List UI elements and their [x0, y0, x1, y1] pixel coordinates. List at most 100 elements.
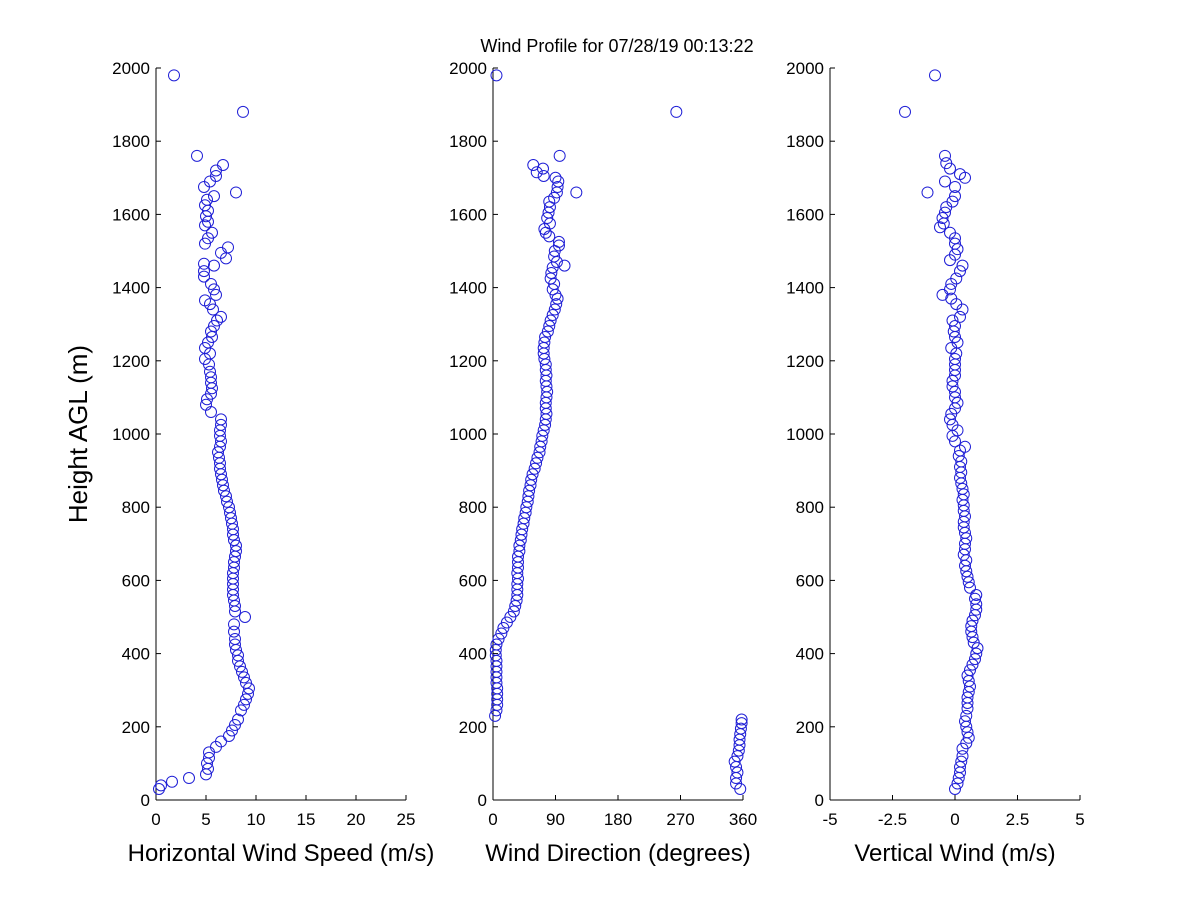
y-axis-label: Height AGL (m)	[63, 345, 93, 523]
data-point	[961, 669, 974, 682]
x-tick-label: 5	[1075, 810, 1084, 829]
data-point	[490, 69, 503, 82]
data-point	[239, 611, 251, 623]
data-point	[954, 265, 966, 278]
data-point	[230, 186, 242, 199]
data-point	[949, 190, 961, 203]
data-point	[541, 212, 554, 225]
data-point	[235, 704, 247, 717]
data-point	[205, 406, 217, 419]
data-point	[199, 237, 211, 250]
data-point	[949, 435, 961, 448]
y-tick-label: 1800	[112, 132, 150, 151]
x-tick-label: 270	[666, 810, 694, 829]
data-point	[238, 671, 250, 684]
x-tick-label: 0	[950, 810, 959, 829]
data-point	[490, 638, 503, 651]
data-point	[548, 303, 561, 316]
data-point	[961, 726, 974, 739]
data-point	[956, 482, 969, 495]
figure-title: Wind Profile for 07/28/19 00:13:22	[480, 36, 753, 56]
data-point	[208, 259, 220, 272]
data-point	[210, 169, 222, 182]
data-point	[199, 219, 211, 232]
data-point	[946, 314, 959, 327]
y-tick-label: 1200	[786, 352, 824, 371]
y-tick-label: 1200	[449, 352, 487, 371]
data-point	[952, 449, 965, 462]
data-point	[944, 283, 956, 296]
data-point	[530, 166, 543, 179]
data-point	[964, 664, 976, 677]
data-point	[166, 775, 178, 788]
data-point	[940, 157, 953, 170]
data-point	[956, 750, 969, 763]
data-point	[946, 195, 959, 208]
data-point	[531, 451, 544, 464]
y-tick-label: 800	[459, 498, 487, 517]
x-tick-label: -5	[822, 810, 837, 829]
data-point	[201, 193, 213, 206]
data-point	[970, 647, 983, 660]
data-point	[232, 649, 244, 662]
data-point	[934, 221, 946, 234]
data-point	[243, 682, 255, 695]
data-point	[198, 257, 210, 270]
y-tick-label: 1600	[112, 205, 150, 224]
x-tick-label: 15	[297, 810, 316, 829]
data-point	[198, 270, 210, 283]
data-point	[536, 429, 549, 442]
data-point	[970, 598, 983, 611]
data-point	[960, 709, 973, 722]
data-point	[951, 396, 964, 409]
data-point	[238, 698, 250, 711]
data-point	[541, 325, 554, 338]
x-tick-label: -2.5	[878, 810, 907, 829]
data-point	[223, 729, 235, 742]
data-point	[954, 761, 966, 774]
data-point	[949, 320, 961, 333]
data-point	[957, 488, 970, 501]
x-tick-label: 20	[347, 810, 366, 829]
data-point	[954, 310, 966, 323]
data-point	[545, 266, 558, 279]
data-point	[899, 105, 911, 118]
data-point	[966, 614, 979, 627]
data-point	[959, 715, 971, 728]
data-point	[949, 237, 961, 250]
data-point	[183, 772, 195, 785]
data-point	[731, 766, 744, 779]
data-point	[964, 680, 976, 693]
y-tick-label: 1000	[786, 425, 824, 444]
data-point	[552, 175, 565, 188]
data-point	[240, 693, 252, 706]
y-tick-label: 1800	[449, 132, 487, 151]
y-tick-label: 0	[815, 791, 824, 810]
data-point	[951, 336, 964, 349]
panel-speed: 0 200 400 600 800 1000 1200 1400 1600 1800 2000 0 5 1…	[63, 59, 434, 867]
y-tick-label: 200	[122, 718, 150, 737]
x-axis-label: Wind Direction (degrees)	[485, 840, 750, 867]
x-tick-label: 0	[151, 810, 160, 829]
x-tick-label: 5	[201, 810, 210, 829]
data-point	[945, 292, 958, 305]
y-tick-label: 800	[122, 498, 150, 517]
data-point	[964, 581, 976, 594]
data-point	[229, 632, 241, 645]
data-point	[950, 272, 963, 285]
data-point	[215, 735, 227, 748]
data-point	[959, 440, 971, 453]
data-point	[955, 755, 968, 768]
y-tick-label: 200	[796, 718, 824, 737]
data-point	[200, 398, 212, 411]
data-point	[507, 605, 520, 618]
data-point	[168, 69, 180, 82]
data-point	[553, 149, 566, 162]
data-point	[551, 180, 564, 193]
data-point	[217, 158, 229, 171]
y-tick-label: 2000	[112, 59, 150, 78]
data-point	[226, 724, 238, 737]
y-tick-label: 1400	[786, 279, 824, 298]
data-point	[205, 277, 217, 290]
